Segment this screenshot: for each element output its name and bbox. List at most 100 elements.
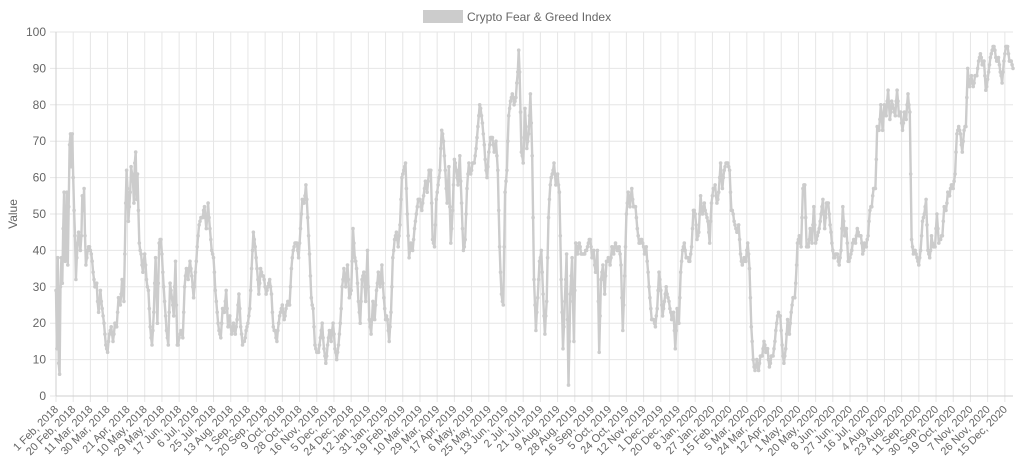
data-point [930,241,935,245]
data-point [748,295,753,300]
data-point [982,59,986,63]
data-point [440,132,445,136]
data-point [105,350,110,355]
data-point [170,295,174,300]
data-point [760,354,764,358]
data-point [332,332,336,336]
data-point [713,183,717,187]
data-point [243,336,247,340]
data-point [995,59,1000,63]
data-point [474,146,478,151]
data-point [985,77,990,82]
data-point [390,285,394,289]
y-tick-label: 30 [33,280,47,294]
legend[interactable]: Crypto Fear & Greed Index [423,10,611,24]
data-point [161,285,166,289]
data-point [649,306,653,311]
data-point [845,241,850,245]
data-point [381,281,385,286]
data-point [504,179,508,183]
y-tick-label: 40 [33,243,47,257]
data-point [910,245,915,249]
data-point [109,325,113,329]
data-point [540,270,544,275]
data-point [379,274,383,278]
data-point [394,230,399,234]
data-point [495,154,499,158]
data-point [978,52,983,56]
data-point [810,241,814,245]
data-point [529,121,534,125]
data-point [445,201,449,205]
data-point [868,208,872,213]
data-point [382,306,387,311]
data-point [570,255,574,260]
data-point [565,317,570,322]
data-point [248,288,253,293]
data-point [415,204,420,209]
data-point [82,186,86,191]
data-point [391,248,396,253]
data-point [999,73,1003,78]
data-point [181,310,186,315]
data-point [659,303,664,307]
data-point [133,150,138,154]
data-point [142,259,146,264]
data-point [176,343,180,347]
data-point [696,234,700,238]
data-point [917,255,922,260]
data-point [446,183,450,187]
data-point [762,339,766,344]
data-point [138,248,142,253]
data-point [84,263,88,267]
data-point [273,328,277,333]
data-point [566,383,571,387]
data-point [63,259,67,264]
data-point [815,234,820,238]
data-point [689,245,694,249]
data-point [78,248,83,253]
data-point [543,332,547,336]
data-point [429,201,434,205]
data-point [265,288,269,293]
data-point [324,361,328,366]
data-point [788,321,793,326]
data-point [257,281,262,286]
data-point [563,299,567,304]
data-point [188,259,192,264]
data-point [546,215,551,220]
data-point [827,212,831,216]
data-point [125,186,130,191]
data-point [527,113,532,118]
data-point [163,314,168,318]
data-point [832,255,837,260]
data-point [841,204,845,209]
data-point [239,332,244,336]
data-point [737,237,742,242]
data-point [911,252,916,256]
data-point [692,208,697,213]
data-point [338,321,343,326]
data-point [244,328,248,333]
data-point [809,234,813,238]
data-point [426,179,430,183]
data-point [554,183,558,187]
data-point [516,48,521,52]
data-point [560,310,564,315]
data-point [342,266,346,271]
data-point [276,328,280,333]
legend-label[interactable]: Crypto Fear & Greed Index [467,10,611,24]
data-point [621,328,625,333]
data-point [822,212,826,216]
data-point [1010,63,1014,67]
data-point [1011,66,1015,71]
data-point [819,212,823,216]
data-point [661,306,666,311]
data-point [319,328,324,333]
data-point [917,263,921,267]
legend-swatch[interactable] [423,10,463,23]
data-point [298,226,303,231]
data-point [517,70,522,74]
data-point [324,354,329,358]
